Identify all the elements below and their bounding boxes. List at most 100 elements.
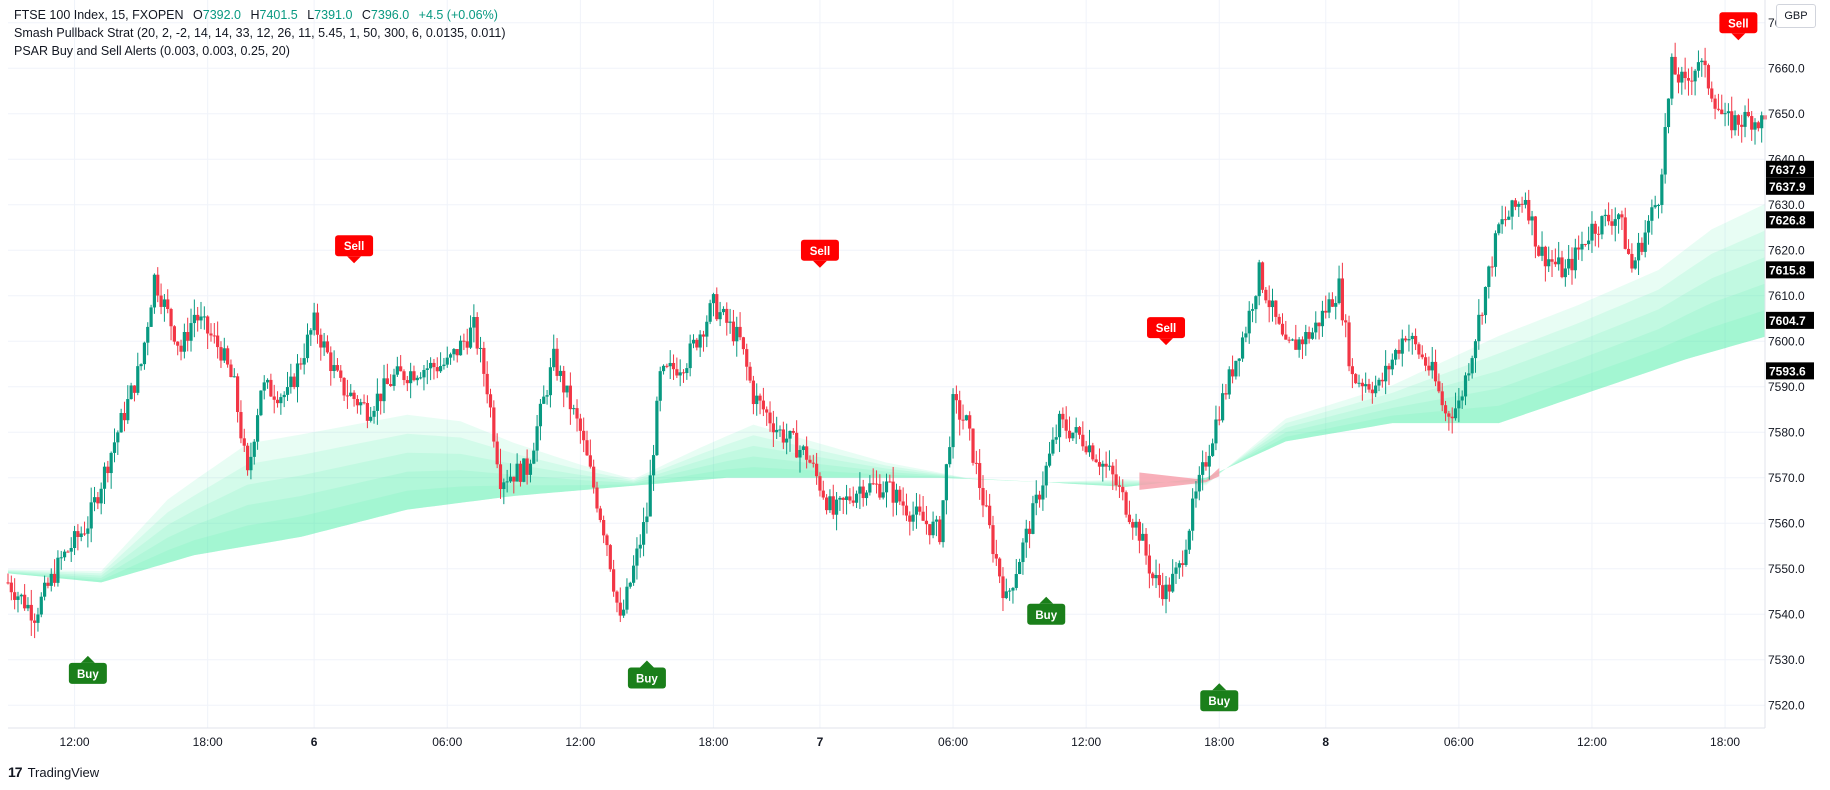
candle-body <box>1490 266 1494 268</box>
candle-body <box>402 371 406 381</box>
candle-body <box>918 506 922 512</box>
candle-body <box>1756 122 1760 129</box>
candle-body <box>409 371 413 384</box>
candle-body <box>202 316 206 318</box>
candle-body <box>512 476 516 482</box>
candle-body <box>518 463 523 482</box>
candle-body <box>1683 71 1687 79</box>
open-label: O <box>193 8 203 22</box>
band-layer <box>8 310 1765 583</box>
candle-body <box>142 342 147 365</box>
close-value: 7396.0 <box>370 8 410 22</box>
candle-body <box>795 432 799 458</box>
candle-body <box>515 463 519 482</box>
candle-body <box>522 458 526 482</box>
indicator-2-label[interactable]: PSAR Buy and Sell Alerts (0.003, 0.003, … <box>14 44 290 58</box>
buy-arrow-icon <box>1039 596 1054 604</box>
candle-body <box>1204 462 1208 467</box>
candle-body <box>289 376 293 388</box>
candle-body <box>638 544 642 549</box>
change-value: +4.5 (+0.06%) <box>418 8 498 22</box>
candle-body <box>1234 360 1238 377</box>
candle-body <box>1417 344 1421 355</box>
candle-body <box>834 499 839 515</box>
candle-body <box>1008 590 1012 592</box>
legend-symbol-row: FTSE 100 Index, 15, FXOPEN O7392.0 H7401… <box>14 6 506 24</box>
candle-body <box>598 508 602 521</box>
candle-body <box>988 505 992 526</box>
candle-body <box>495 441 499 465</box>
candle-body <box>1550 259 1554 262</box>
sell-signal: Sell <box>335 235 374 264</box>
candle-body <box>1334 303 1338 307</box>
candle-body <box>1650 207 1654 221</box>
price-badge-text: 7637.9 <box>1769 180 1806 194</box>
candle-body <box>1543 246 1547 267</box>
candle-body <box>958 400 962 420</box>
candle-body <box>1181 563 1185 565</box>
price-tick-label: 7650.0 <box>1768 107 1805 121</box>
candle-body <box>448 354 453 358</box>
candle-body <box>788 430 792 439</box>
candle-body <box>129 385 133 400</box>
candle-body <box>1580 243 1584 250</box>
candle-body <box>1750 116 1754 130</box>
candle-body <box>189 323 193 341</box>
candle-body <box>718 312 722 320</box>
indicator-1-label[interactable]: Smash Pullback Strat (20, 2, -2, 14, 14,… <box>14 26 506 40</box>
price-badge-text: 7626.8 <box>1769 213 1806 227</box>
candle-body <box>1154 575 1158 579</box>
band-layer <box>8 257 1765 583</box>
candle-body <box>505 481 509 483</box>
candle-body <box>1387 365 1391 370</box>
price-badge-bg <box>1766 177 1814 195</box>
candle-body <box>1507 216 1511 220</box>
candle-body <box>1314 322 1318 333</box>
candle-body <box>1244 333 1248 338</box>
candle-body <box>1297 339 1301 350</box>
tradingview-watermark[interactable]: 17 TradingView <box>8 764 99 780</box>
candle-body <box>46 582 50 586</box>
candle-body <box>76 531 80 537</box>
candle-body <box>1374 385 1378 394</box>
candle-body <box>1477 314 1481 342</box>
candle-body <box>891 481 895 503</box>
candle-body <box>349 392 353 396</box>
candle-body <box>1220 393 1225 421</box>
symbol-label[interactable]: FTSE 100 Index, 15, FXOPEN <box>14 8 184 22</box>
candle-body <box>1044 465 1048 486</box>
candle-body <box>372 410 376 417</box>
signal-label: Sell <box>344 241 364 253</box>
currency-button[interactable]: GBP <box>1776 4 1816 28</box>
candle-body <box>1480 314 1484 316</box>
candle-body <box>628 582 632 587</box>
candle-body <box>269 379 273 397</box>
time-tick-label: 12:00 <box>60 735 90 749</box>
candle-body <box>618 602 622 616</box>
candle-body <box>1487 266 1491 287</box>
candle-body <box>1014 574 1018 588</box>
candle-body <box>911 514 915 522</box>
candle-body <box>1057 413 1062 438</box>
candle-body <box>395 366 399 375</box>
candle-body <box>1171 573 1175 592</box>
candle-body <box>236 376 240 413</box>
candle-body <box>1394 350 1398 360</box>
candle-body <box>239 412 243 439</box>
candle-body <box>778 429 782 431</box>
candle-body <box>169 309 173 327</box>
candle-body <box>1357 382 1361 384</box>
candle-body <box>116 432 120 443</box>
candle-body <box>1277 316 1281 324</box>
price-chart[interactable]: Buy Sell Buy Sell Buy Sell Buy Sell 7520.0 7530.… <box>0 0 1830 760</box>
candle-body <box>1427 365 1431 371</box>
candle-body <box>82 533 87 535</box>
candle-body <box>708 303 712 322</box>
candle-body <box>458 340 463 356</box>
candle-body <box>209 333 213 336</box>
candle-body <box>438 366 443 372</box>
candle-body <box>901 501 905 506</box>
candle-body <box>1746 111 1750 117</box>
candle-body <box>119 412 123 433</box>
